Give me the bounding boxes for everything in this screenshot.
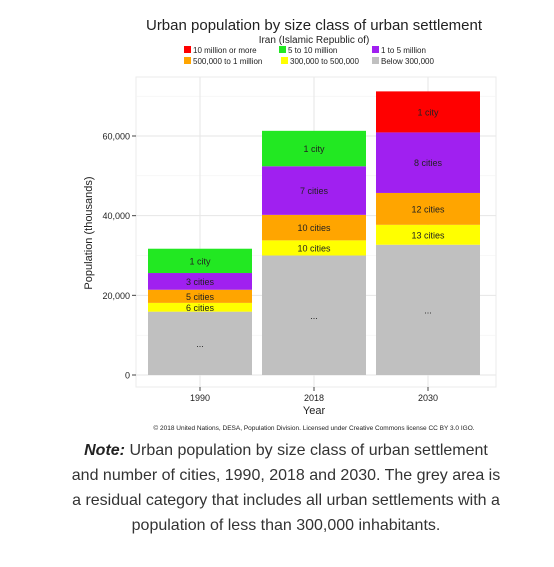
legend-label: 500,000 to 1 million (193, 57, 262, 66)
chart-title: Urban population by size class of urban … (146, 17, 483, 34)
legend-label: 10 million or more (193, 46, 257, 55)
figure-caption: Note: Urban population by size class of … (70, 438, 502, 538)
bar-segment-300-000-to-500-000-2030 (376, 224, 480, 245)
legend-swatch-10-million-or-more (184, 46, 191, 53)
bar-segment-1-to-5-million-2018 (262, 166, 366, 215)
x-axis-label: Year (303, 405, 326, 417)
bar-label: 3 cities (186, 277, 215, 287)
bar-segment-300-000-to-500-000-2018 (262, 240, 366, 256)
chart: Urban population by size class of urban … (83, 17, 497, 432)
legend-swatch-below-300-000 (372, 57, 379, 64)
bar-segment-below-300-000-2018 (262, 255, 366, 375)
bar-segment-5-to-10-million-1990 (148, 248, 252, 274)
y-tick-label: 40,000 (102, 211, 130, 221)
legend-label: Below 300,000 (381, 57, 434, 66)
legend-swatch-1-to-5-million (372, 46, 379, 53)
bar-label: 7 cities (300, 186, 329, 196)
bar-label: 6 cities (186, 303, 215, 313)
bar-label: 1 city (189, 256, 211, 266)
credit-text: © 2018 United Nations, DESA, Population … (153, 424, 474, 432)
bar-segment-1-to-5-million-2030 (376, 132, 480, 193)
bar-segment-1-to-5-million-1990 (148, 273, 252, 290)
x-tick-label: 2030 (418, 393, 438, 403)
bar-label: ... (310, 311, 318, 321)
legend-label: 300,000 to 500,000 (290, 57, 360, 66)
y-tick-label: 60,000 (102, 132, 130, 142)
caption-text: Urban population by size class of urban … (71, 442, 501, 534)
bar-segment-500-000-to-1-million-1990 (148, 289, 252, 303)
axes: 0 20,000 40,000 60,000 1990 2018 2030 (102, 132, 438, 404)
bar-label: ... (424, 305, 432, 315)
caption-note-label: Note: (84, 442, 125, 459)
bar-label: 10 cities (297, 223, 331, 233)
bar-label: 13 cities (411, 230, 445, 240)
legend: 10 million or more 5 to 10 million 1 to 5 … (184, 46, 434, 66)
bar-segment-below-300-000-1990 (148, 311, 252, 375)
bar-label: ... (196, 339, 204, 349)
bar-segment-below-300-000-2030 (376, 244, 480, 375)
bar-label: 1 city (417, 107, 439, 117)
bar-segment-10-million-or-more-2030 (376, 91, 480, 133)
bar-segment-500-000-to-1-million-2030 (376, 192, 480, 225)
legend-label: 5 to 10 million (288, 46, 337, 55)
y-axis-label: Population (thousands) (83, 176, 95, 289)
bar-label: 8 cities (414, 158, 443, 168)
bar-label: 5 cities (186, 292, 215, 302)
bar-label: 12 cities (411, 204, 445, 214)
legend-swatch-300-000-to-500-000 (281, 57, 288, 64)
legend-label: 1 to 5 million (381, 46, 426, 55)
y-tick-label: 20,000 (102, 291, 130, 301)
bar-segment-300-000-to-500-000-1990 (148, 302, 252, 312)
bar-segment-500-000-to-1-million-2018 (262, 214, 366, 241)
bar-label: 1 city (303, 144, 325, 154)
bar-segment-5-to-10-million-2018 (262, 130, 366, 167)
legend-swatch-5-to-10-million (279, 46, 286, 53)
y-tick-label: 0 (125, 371, 130, 381)
x-tick-label: 1990 (190, 393, 210, 403)
legend-swatch-500-000-to-1-million (184, 57, 191, 64)
bar-label: 10 cities (297, 243, 331, 253)
chart-subtitle: Iran (Islamic Republic of) (259, 35, 370, 46)
x-tick-label: 2018 (304, 393, 324, 403)
